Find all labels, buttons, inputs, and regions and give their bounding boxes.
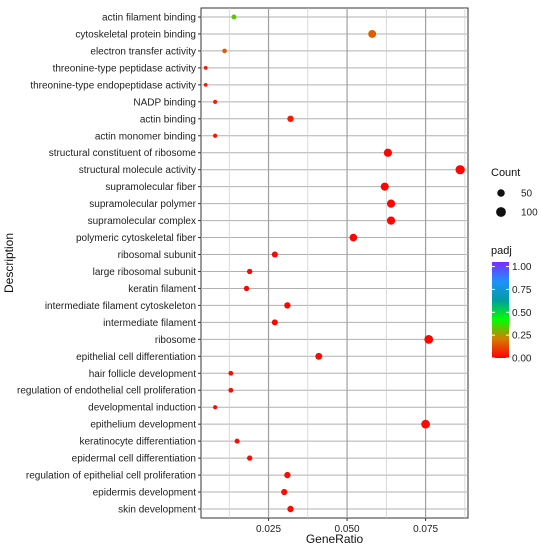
y-tick-label: large ribosomal subunit [93, 267, 197, 278]
y-tick-label: epithelium development [90, 420, 196, 431]
y-tick-label: structural constituent of ribosome [49, 148, 197, 159]
data-point [284, 471, 291, 479]
data-point [228, 370, 234, 376]
plot-panel [200, 7, 469, 519]
padj-tick-label: 0.75 [512, 285, 532, 296]
data-point [386, 199, 396, 208]
data-point [368, 29, 377, 38]
y-tick-label: ribosomal subunit [118, 250, 197, 261]
data-point [246, 455, 253, 461]
data-point [424, 334, 434, 344]
padj-tick-label: 1.00 [512, 262, 532, 273]
data-point [349, 233, 358, 242]
count-legend-label: 50 [521, 189, 533, 200]
y-tick-label: epidermis development [93, 488, 197, 499]
data-point [386, 216, 396, 225]
data-point [383, 148, 392, 157]
padj-legend-title: padj [491, 245, 512, 257]
padj-legend: padj 1.00 0.75 0.50 0.25 0.00 [491, 245, 532, 365]
data-point [203, 66, 208, 70]
data-point [234, 438, 240, 444]
data-point [271, 319, 278, 326]
count-legend-key [496, 207, 506, 217]
x-tick-label: 0.050 [335, 524, 360, 535]
data-point [287, 505, 294, 513]
y-tick-label: keratinocyte differentiation [79, 437, 196, 448]
y-axis-ticks: actin filament binding cytoskeletal prote… [17, 13, 201, 516]
data-point [213, 99, 218, 104]
y-tick-label: intermediate filament [103, 318, 196, 329]
y-tick-label: threonine-type endopeptidase activity [30, 80, 196, 91]
y-tick-label: polymeric cytoskeletal fiber [76, 233, 197, 244]
y-tick-label: epidermal cell differentiation [72, 454, 196, 465]
y-tick-label: regulation of epithelial cell proliferat… [26, 471, 196, 482]
y-tick-label: ribosome [155, 335, 197, 346]
data-point [246, 268, 253, 275]
x-tick-label: 0.025 [256, 524, 281, 535]
y-tick-label: supramolecular complex [88, 216, 196, 227]
grid-layer [201, 8, 468, 518]
x-axis-ticks: 0.025 0.050 0.075 [256, 518, 439, 535]
data-point [287, 115, 294, 122]
y-tick-label: regulation of endothelial cell prolifera… [17, 386, 196, 397]
y-tick-label: intermediate filament cytoskeleton [45, 301, 196, 312]
data-point [231, 14, 237, 20]
y-axis-title: Description [2, 233, 16, 293]
data-point [243, 285, 250, 292]
y-tick-label: epithelial cell differentiation [76, 352, 196, 363]
data-point [213, 133, 218, 138]
count-legend-key [497, 189, 505, 197]
y-tick-label: developmental induction [88, 403, 196, 414]
data-point [222, 48, 227, 54]
data-point [421, 419, 430, 429]
count-legend: Count 50 100 [491, 167, 538, 219]
y-tick-label: threonine-type peptidase activity [53, 63, 196, 74]
count-legend-label: 100 [521, 208, 538, 219]
data-point [380, 182, 389, 191]
y-tick-label: actin filament binding [102, 13, 196, 24]
data-point [203, 82, 208, 87]
y-tick-label: cytoskeletal protein binding [75, 29, 196, 40]
y-tick-label: hair follicle development [89, 369, 197, 380]
y-tick-label: skin development [118, 505, 196, 516]
data-point [213, 405, 218, 410]
padj-tick-label: 0.00 [512, 354, 532, 365]
count-legend-title: Count [491, 167, 520, 179]
y-tick-label: actin monomer binding [95, 131, 196, 142]
data-point [284, 302, 291, 309]
x-axis-title: GeneRatio [306, 532, 364, 546]
padj-tick-label: 0.25 [512, 331, 532, 342]
y-tick-label: supramolecular polymer [89, 199, 196, 210]
y-tick-label: NADP binding [133, 97, 196, 108]
data-point [228, 387, 234, 393]
data-points [203, 14, 465, 513]
data-point [271, 251, 278, 258]
padj-colorbar [492, 262, 509, 358]
data-point [281, 488, 288, 496]
y-tick-label: supramolecular fiber [105, 182, 196, 193]
padj-tick-label: 0.50 [512, 308, 532, 319]
data-point [455, 165, 465, 175]
x-tick-label: 0.075 [413, 524, 438, 535]
y-tick-label: electron transfer activity [90, 46, 196, 57]
y-tick-label: actin binding [140, 114, 196, 125]
data-point [315, 352, 323, 360]
y-tick-label: structural molecule activity [79, 165, 196, 176]
y-tick-label: keratin filament [128, 284, 196, 295]
